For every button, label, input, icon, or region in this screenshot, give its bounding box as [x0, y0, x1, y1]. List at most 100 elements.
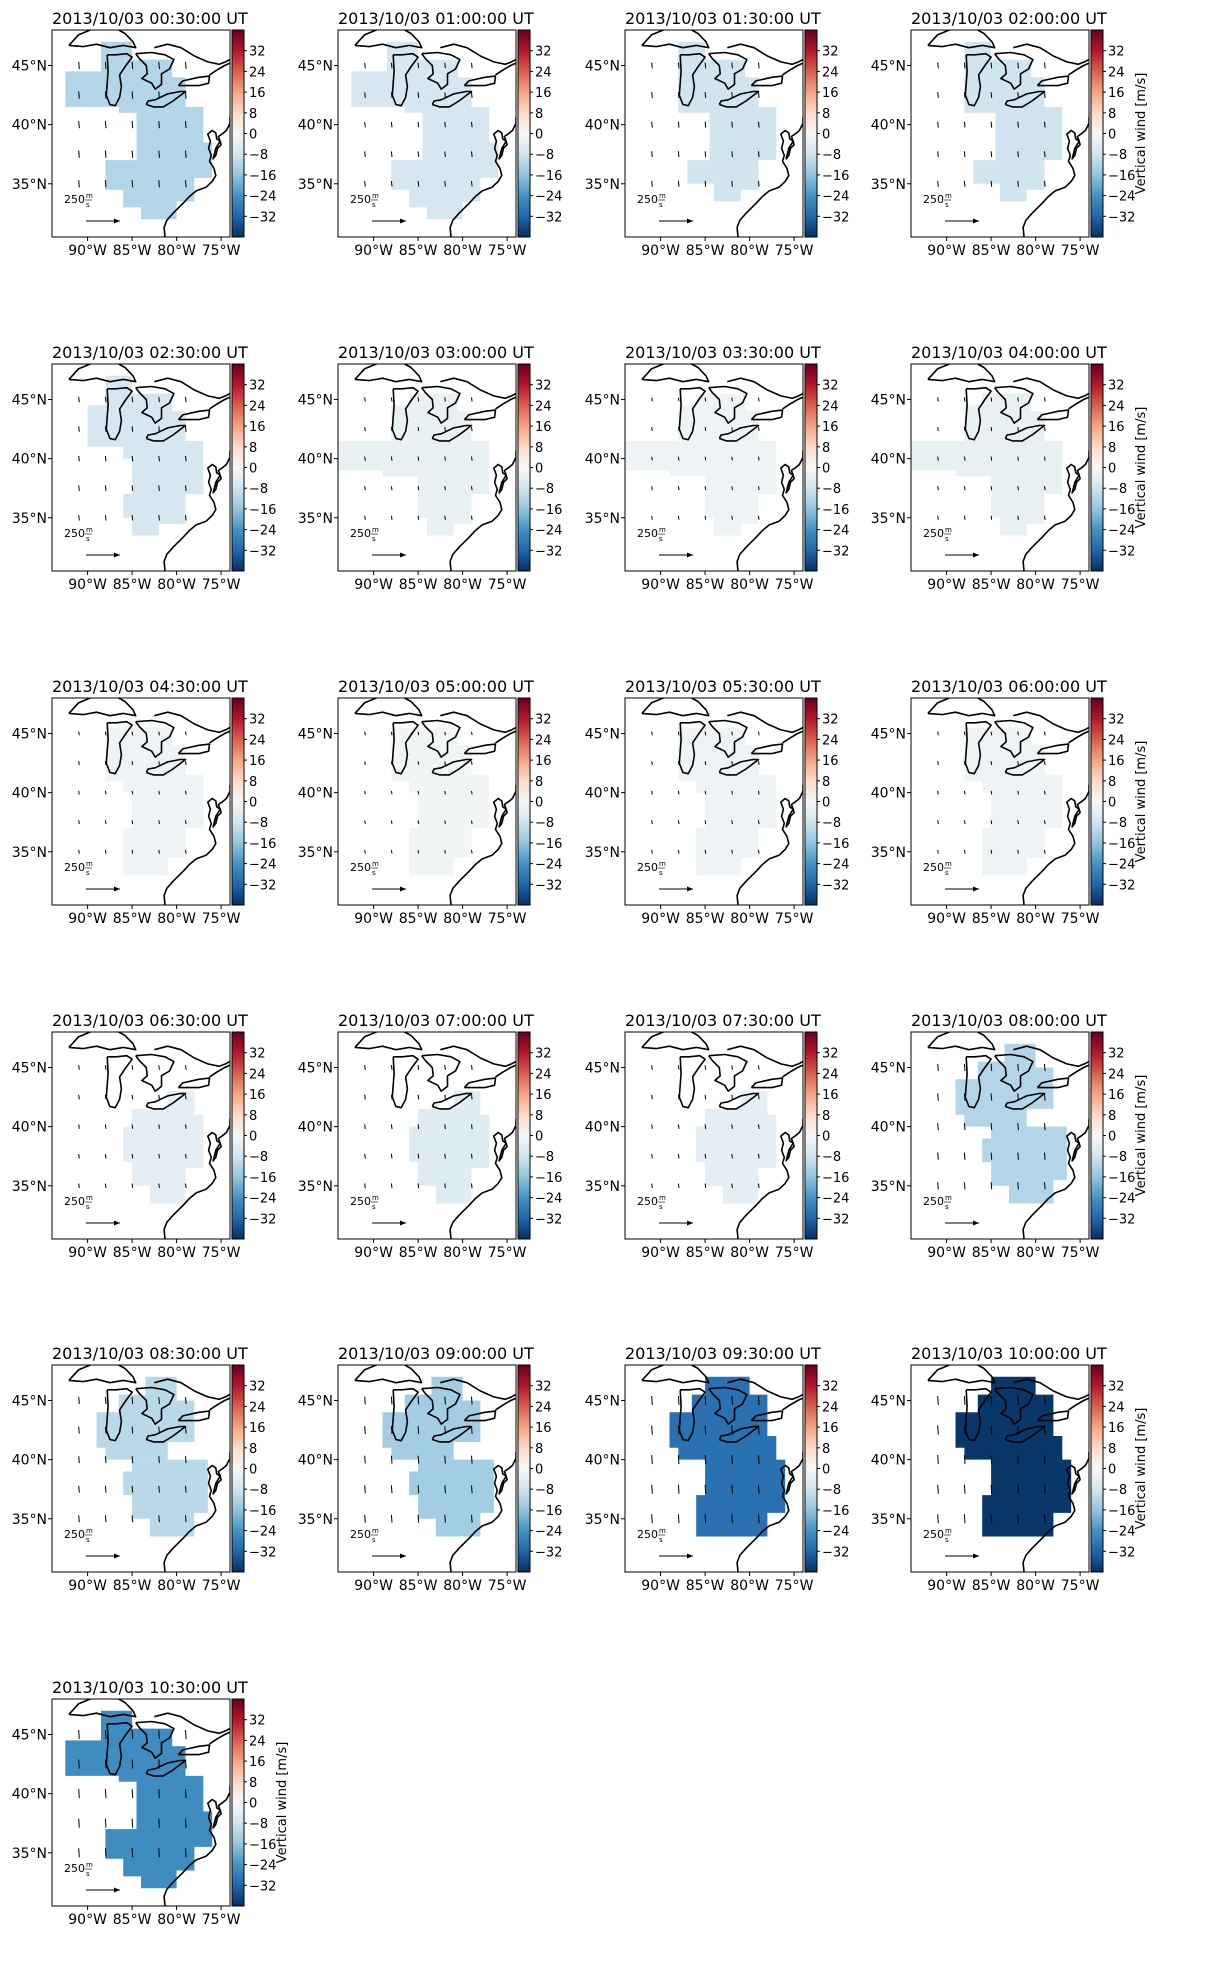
wind-arrow: [677, 62, 680, 69]
quiver-key-unit-bottom: s: [86, 1203, 90, 1211]
wind-arrow: [471, 121, 473, 128]
colorbar-tick-label: −32: [249, 878, 276, 893]
coastline-east: [449, 1117, 516, 1239]
wind-arrow: [937, 62, 939, 69]
quiver-key-label: 250: [350, 861, 371, 874]
wind-arrow: [677, 92, 680, 99]
quiver-key-unit-top: m: [945, 1527, 952, 1535]
lat-tick-label: 35°N: [585, 511, 620, 527]
colorbar: [1090, 1364, 1104, 1573]
wind-arrow: [731, 731, 733, 736]
wind-arrow: [1044, 426, 1046, 432]
wind-arrow: [364, 1396, 366, 1405]
wind-arrow: [390, 1153, 393, 1159]
wind-arrow: [104, 849, 107, 854]
quiver-key-arrowhead: [114, 218, 120, 224]
colorbar-tick-label: 16: [1108, 754, 1125, 769]
quiver-key-unit-top: m: [659, 526, 666, 534]
wind-arrow: [417, 151, 420, 157]
wind-arrow: [364, 92, 366, 98]
coastline-ontario: [1036, 1077, 1070, 1089]
wind-arrow: [390, 92, 393, 98]
colorbar-tick-label: 8: [1108, 1109, 1116, 1124]
map-panel-15: 2013/10/03 07:30:00 UT 250 ms 90°W 85°W 80°W 7…: [585, 1011, 850, 1261]
wind-arrow: [104, 1153, 107, 1159]
coastline-border_east: [1013, 1045, 1089, 1068]
panel-title: 2013/10/03 03:30:00 UT: [625, 343, 821, 362]
wind-arrow: [704, 397, 707, 402]
colorbar-tick-label: −8: [822, 1483, 841, 1498]
colorbar-tick-label: 32: [249, 45, 266, 60]
wind-arrow: [131, 1065, 134, 1070]
wind-arrow: [417, 761, 420, 765]
quiver-key-unit-top: m: [372, 192, 379, 200]
quiver-key-label: 250: [923, 527, 944, 540]
wind-arrow: [677, 1395, 680, 1406]
wind-arrow: [78, 1094, 80, 1100]
lon-tick-label: 90°W: [68, 243, 107, 259]
wind-arrow: [78, 1183, 80, 1189]
lon-tick-label: 75°W: [1061, 243, 1100, 259]
wind-arrow: [78, 1818, 80, 1828]
colorbar-tick-label: −8: [249, 1150, 268, 1165]
colorbar-label: Vertical wind [m/s]: [1134, 1075, 1149, 1197]
colorbar-tick-label: −32: [249, 1545, 276, 1560]
wind-arrow: [185, 849, 187, 854]
coastline-michigan: [678, 720, 706, 775]
wind-arrow: [990, 1152, 993, 1160]
coastline-ontario: [463, 75, 497, 87]
lon-tick-label: 80°W: [443, 243, 482, 259]
wind-arrow: [390, 151, 393, 157]
coastline-stlawrence: [495, 396, 516, 410]
wind-arrow: [1044, 1093, 1046, 1101]
wind-arrow: [651, 731, 653, 736]
wind-arrow: [731, 1065, 733, 1070]
wind-arrow: [704, 761, 707, 765]
lon-tick-label: 75°W: [488, 1578, 527, 1594]
colorbar-tick-label: 8: [535, 441, 543, 456]
map-panel-17: 2013/10/03 08:30:00 UT 250 ms 90°W 85°W 80°W 7…: [12, 1344, 277, 1594]
coastline-border_east: [440, 711, 516, 734]
lat-tick-label: 45°N: [12, 1393, 47, 1409]
wind-arrow: [104, 731, 107, 736]
coastline-michigan: [678, 1054, 706, 1109]
lat-tick-label: 35°N: [298, 177, 333, 193]
quiver-key-unit-bottom: s: [659, 201, 663, 209]
coastline-border_east: [1013, 711, 1089, 734]
colorbar-tick-label: 0: [822, 796, 830, 811]
panel-title: 2013/10/03 06:00:00 UT: [911, 677, 1107, 696]
coastline-stlawrence: [1068, 1397, 1089, 1411]
quiver-key-label: 250: [350, 193, 371, 206]
map-frame: [337, 363, 517, 572]
quiver-key-arrowhead: [400, 1220, 406, 1226]
colorbar-tick-label: 24: [1108, 65, 1125, 80]
lon-tick-label: 85°W: [113, 1912, 152, 1928]
colorbar-tick-label: 0: [535, 462, 543, 477]
coastline-east: [1022, 115, 1089, 237]
wind-arrow: [131, 1456, 134, 1464]
colorbar-tick-label: 16: [249, 1421, 266, 1436]
colorbar-tick-label: 0: [249, 462, 257, 477]
wind-arrow: [677, 1065, 680, 1070]
wind-arrow: [158, 820, 160, 825]
lat-tick-label: 45°N: [871, 1393, 906, 1409]
wind-arrow: [704, 1124, 707, 1129]
wind-arrow: [990, 1484, 993, 1494]
colorbar: [804, 1031, 818, 1240]
coastline-border_east: [440, 1378, 516, 1401]
wind-arrow: [131, 1183, 134, 1189]
wind-arrow: [1044, 515, 1046, 520]
colorbar-tick-label: −16: [249, 1171, 276, 1186]
coastline-erie: [431, 424, 473, 442]
coastline-huron: [708, 719, 748, 758]
wind-arrow: [185, 485, 187, 491]
lat-tick-label: 45°N: [298, 1060, 333, 1076]
wind-arrow: [758, 397, 760, 402]
wind-arrow: [731, 121, 733, 128]
colorbar-tick-label: −32: [822, 210, 849, 225]
quiver-key-unit-top: m: [659, 860, 666, 868]
colorbar-tick-label: −24: [249, 1525, 276, 1540]
colorbar-tick-label: 8: [1108, 441, 1116, 456]
wind-arrow: [78, 120, 80, 129]
